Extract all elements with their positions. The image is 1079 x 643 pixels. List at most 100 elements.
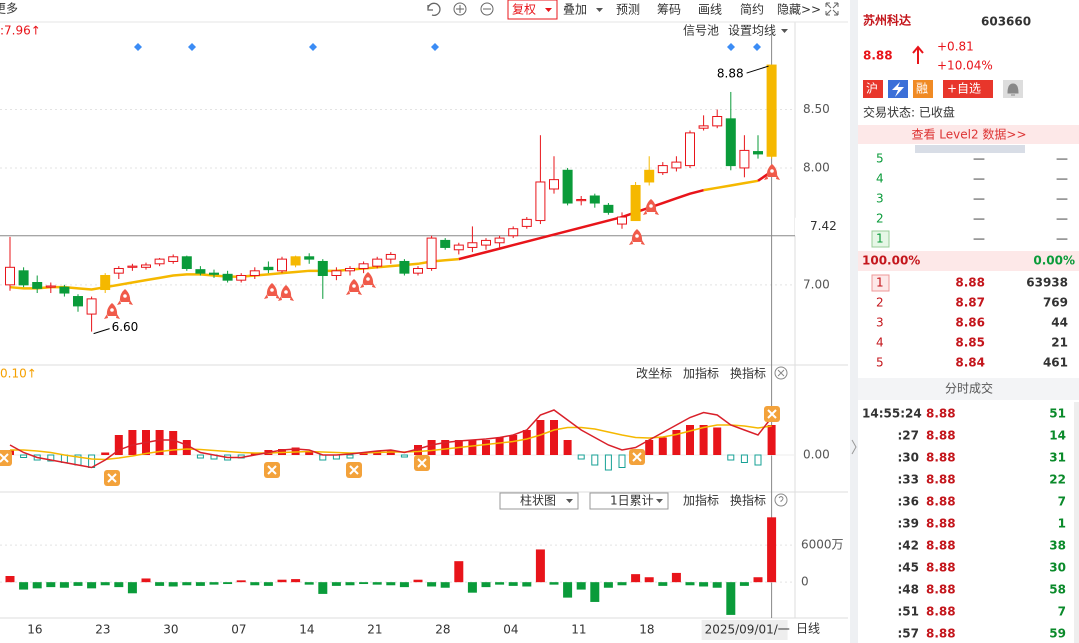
toolbar-button[interactable]: 画线: [698, 3, 722, 17]
signal-diamond: [134, 43, 142, 51]
macd-bar: [495, 437, 504, 455]
trade-volume: 59: [1049, 627, 1066, 641]
macd-button[interactable]: 加指标: [683, 366, 719, 381]
candle-body: [290, 256, 301, 266]
buy-level: 5: [876, 356, 884, 370]
period-label[interactable]: 日线: [796, 622, 820, 636]
badge-label: 融: [916, 82, 928, 96]
close-icon[interactable]: [774, 366, 788, 380]
signal-diamond: [727, 43, 735, 51]
volume-bar: [318, 582, 328, 594]
rocket-window: [110, 308, 114, 312]
trades-header: [858, 378, 1079, 400]
level-box: [871, 274, 890, 292]
annotation-label: 6.60: [112, 320, 139, 334]
zoom-out-icon[interactable]: [480, 2, 494, 16]
candle-body: [671, 161, 682, 169]
buy-volume: 44: [1051, 316, 1068, 330]
toolbar-button[interactable]: 简约: [740, 2, 764, 17]
y-tick-label: 0: [801, 575, 809, 589]
x-tick-label: 18: [639, 623, 654, 637]
candle-body: [385, 253, 396, 260]
trade-price: 8.88: [926, 627, 956, 641]
macd-bar: [427, 440, 436, 455]
divider-arrow: [851, 439, 857, 455]
volume-bar: [739, 582, 749, 586]
volume-bar: [631, 574, 641, 583]
signal-x-icon: [0, 450, 12, 466]
selector-box[interactable]: [589, 492, 669, 510]
ma-setting[interactable]: 设置均线: [728, 24, 776, 38]
trade-volume: 38: [1049, 539, 1066, 553]
signal-diamond: [188, 43, 196, 51]
sell-price: —: [973, 192, 985, 206]
toolbar-button[interactable]: 复权: [512, 3, 536, 17]
signal-pool[interactable]: 信号池: [683, 24, 719, 38]
selector-box[interactable]: [499, 492, 579, 510]
candle-body: [508, 228, 519, 237]
macd-bar: [509, 435, 518, 455]
y-tick-label: 8.00: [803, 160, 830, 174]
volume-bar: [658, 582, 668, 586]
buy-price: 8.87: [955, 296, 985, 310]
candle-body: [549, 179, 559, 190]
toolbar-button[interactable]: 隐藏>>: [777, 3, 821, 17]
volume-bar: [291, 579, 301, 583]
close-x: [777, 369, 785, 377]
volume-bar: [331, 582, 341, 586]
candle-body: [603, 204, 614, 213]
macd-button[interactable]: 换指标: [730, 366, 766, 381]
volume-bar: [304, 582, 314, 585]
trade-time: :45: [898, 561, 920, 575]
volume-bar: [195, 582, 205, 586]
sell-level: 5: [876, 152, 884, 166]
toolbar-button[interactable]: 筹码: [657, 3, 681, 17]
stock-name: 苏州科达: [863, 13, 911, 28]
trade-price: 8.88: [926, 451, 956, 465]
signal-x-mark: [632, 452, 642, 462]
candle-body: [181, 256, 192, 269]
sell-level: 1: [876, 232, 884, 246]
trade-volume: 14: [1049, 429, 1066, 443]
buy-price: 8.84: [955, 356, 985, 370]
candle-body: [222, 273, 233, 281]
candle-body: [168, 256, 179, 262]
candle-body: [481, 239, 491, 246]
volume-bar: [685, 582, 695, 586]
dropdown-arrow: [656, 499, 663, 503]
trade-volume: 1: [1058, 517, 1066, 531]
badge-label: 沪: [866, 82, 878, 96]
trade-price: 8.88: [926, 561, 956, 575]
candle-body: [630, 184, 641, 222]
more-label[interactable]: 更多: [0, 2, 18, 16]
scrollbar: [1074, 402, 1079, 643]
volume-bar: [5, 576, 15, 583]
fullscreen-icon[interactable]: [825, 2, 839, 16]
fuquan-button[interactable]: [507, 0, 558, 20]
cursor-label-box: [795, 217, 848, 236]
y-tick-label: 0.00: [803, 448, 830, 462]
rocket-window: [770, 169, 774, 173]
volume-button[interactable]: 换指标: [730, 493, 766, 508]
zoom-in-icon[interactable]: [453, 2, 467, 16]
trade-price: 8.88: [926, 407, 956, 421]
x-tick-label: 21: [367, 623, 382, 637]
volume-bar: [345, 582, 355, 586]
level2-bar[interactable]: [858, 125, 1079, 144]
macd-button[interactable]: 改坐标: [636, 367, 672, 381]
sell-level: 2: [876, 212, 884, 226]
volume-bar: [114, 582, 124, 588]
volume-button[interactable]: 加指标: [683, 493, 719, 508]
volume-bar: [87, 582, 97, 589]
selector-label: 柱状图: [520, 493, 556, 508]
toolbar-button[interactable]: 叠加: [563, 3, 587, 17]
buy-level: 4: [876, 336, 884, 350]
annotation-label: 8.88: [717, 67, 744, 81]
help-icon[interactable]: [774, 493, 788, 507]
add-watch-button[interactable]: [943, 80, 993, 98]
toolbar-button[interactable]: 预测: [616, 3, 640, 17]
undo-icon[interactable]: [427, 2, 441, 16]
macd-bar: [713, 427, 722, 455]
volume-bar: [250, 582, 260, 586]
